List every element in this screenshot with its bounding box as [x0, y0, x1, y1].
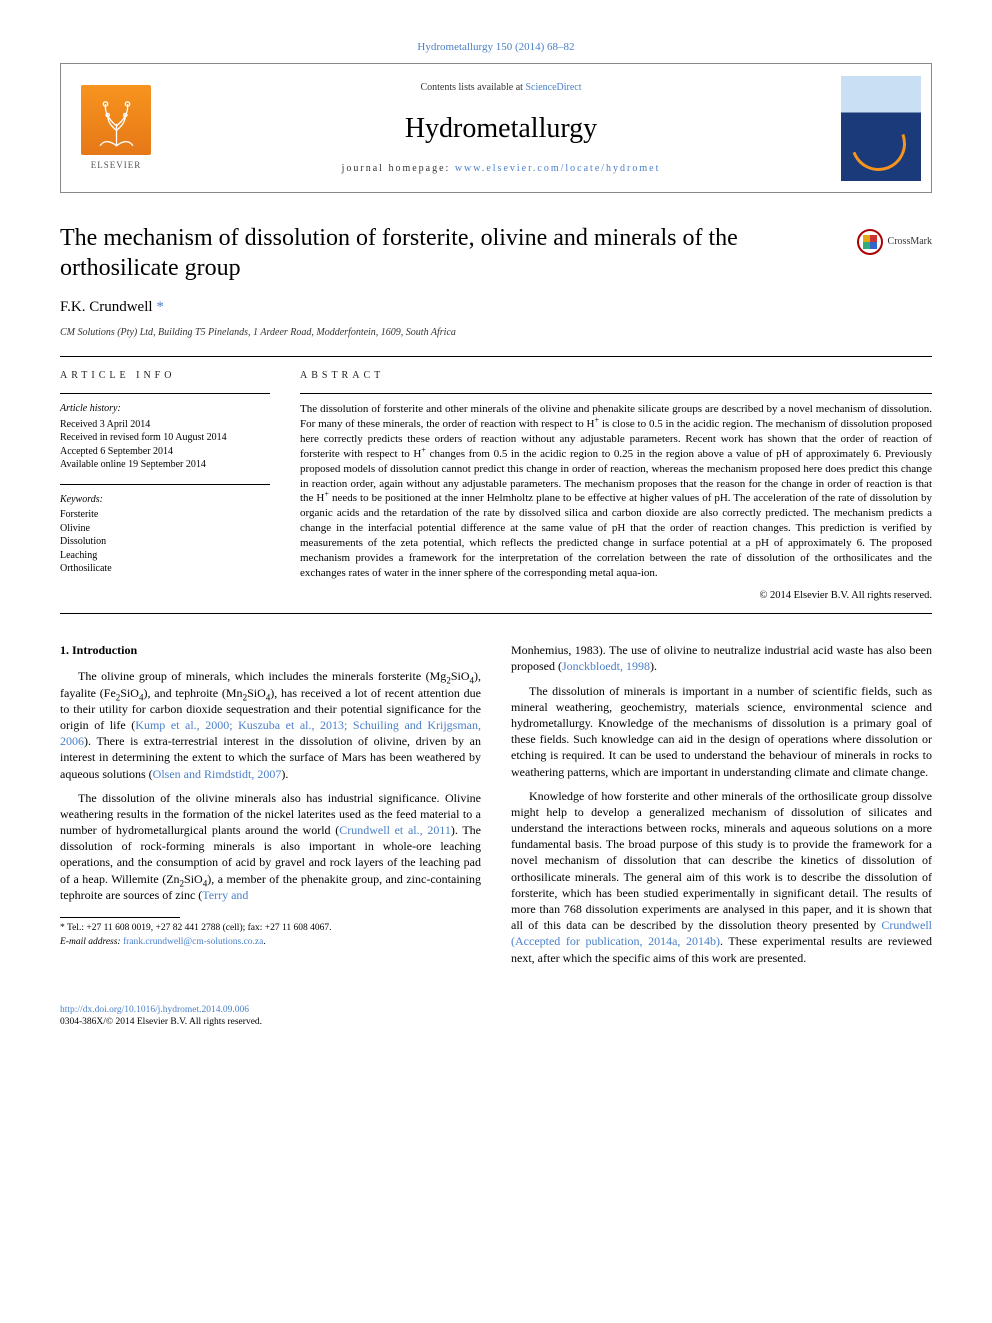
body-paragraph: Monhemius, 1983). The use of olivine to …	[511, 642, 932, 674]
body-paragraph: The dissolution of the olivine minerals …	[60, 790, 481, 903]
journal-homepage-line: journal homepage: www.elsevier.com/locat…	[342, 162, 661, 176]
doi-link[interactable]: http://dx.doi.org/10.1016/j.hydromet.201…	[60, 1004, 932, 1016]
footnote-contact: * Tel.: +27 11 608 0019, +27 82 441 2788…	[60, 922, 481, 934]
header-center: Contents lists available at ScienceDirec…	[171, 64, 831, 192]
crossmark-badge[interactable]: CrossMark	[857, 229, 932, 255]
article-body: 1. Introduction The olivine group of min…	[60, 642, 932, 974]
history-line: Accepted 6 September 2014	[60, 445, 270, 459]
footnote-email[interactable]: frank.crundwell@cm-solutions.co.za	[123, 937, 263, 947]
keywords-heading: Keywords:	[60, 493, 270, 507]
homepage-prefix: journal homepage:	[342, 163, 455, 174]
cover-image	[841, 76, 921, 181]
divider	[60, 393, 270, 394]
page-footer: http://dx.doi.org/10.1016/j.hydromet.201…	[60, 1004, 932, 1029]
homepage-url[interactable]: www.elsevier.com/locate/hydromet	[455, 163, 661, 174]
keywords-block: Keywords: Forsterite Olivine Dissolution…	[60, 493, 270, 576]
keyword: Orthosilicate	[60, 562, 270, 576]
history-line: Available online 19 September 2014	[60, 458, 270, 472]
article-info-heading: ARTICLE INFO	[60, 369, 270, 383]
footnote-rule	[60, 917, 180, 918]
crossmark-icon	[857, 229, 883, 255]
sciencedirect-link[interactable]: ScienceDirect	[525, 82, 581, 93]
crossmark-label: CrossMark	[888, 235, 932, 249]
divider	[60, 613, 932, 614]
article-title: The mechanism of dissolution of forsteri…	[60, 223, 837, 283]
body-paragraph: The olivine group of minerals, which inc…	[60, 668, 481, 781]
contents-lists-line: Contents lists available at ScienceDirec…	[420, 81, 581, 95]
meta-abstract-row: ARTICLE INFO Article history: Received 3…	[60, 369, 932, 603]
issn-line: 0304-386X/© 2014 Elsevier B.V. All right…	[60, 1016, 932, 1028]
authors: F.K. Crundwell *	[60, 297, 932, 318]
history-line: Received 3 April 2014	[60, 418, 270, 432]
keyword: Leaching	[60, 549, 270, 563]
footnote-email-label: E-mail address:	[60, 937, 121, 947]
history-line: Received in revised form 10 August 2014	[60, 431, 270, 445]
author-name: F.K. Crundwell	[60, 299, 153, 315]
affiliation: CM Solutions (Pty) Ltd, Building T5 Pine…	[60, 326, 932, 340]
divider	[60, 356, 932, 357]
keyword: Olivine	[60, 522, 270, 536]
abstract-text: The dissolution of forsterite and other …	[300, 402, 932, 580]
journal-name: Hydrometallurgy	[405, 109, 597, 148]
history-heading: Article history:	[60, 402, 270, 416]
journal-reference: Hydrometallurgy 150 (2014) 68–82	[60, 40, 932, 55]
article-history: Article history: Received 3 April 2014 R…	[60, 402, 270, 472]
journal-header: ELSEVIER Contents lists available at Sci…	[60, 63, 932, 193]
journal-cover-thumb	[831, 64, 931, 192]
divider	[300, 393, 932, 394]
article-info-column: ARTICLE INFO Article history: Received 3…	[60, 369, 270, 603]
cover-swirl-icon	[842, 107, 915, 180]
keyword: Forsterite	[60, 508, 270, 522]
copyright-line: © 2014 Elsevier B.V. All rights reserved…	[300, 589, 932, 604]
body-paragraph: The dissolution of minerals is important…	[511, 683, 932, 780]
keyword: Dissolution	[60, 535, 270, 549]
elsevier-tree-icon	[81, 85, 151, 155]
footnote-email-line: E-mail address: frank.crundwell@cm-solut…	[60, 936, 481, 948]
elsevier-logo: ELSEVIER	[61, 64, 171, 192]
abstract-column: ABSTRACT The dissolution of forsterite a…	[300, 369, 932, 603]
divider	[60, 484, 270, 485]
elsevier-label: ELSEVIER	[91, 159, 142, 172]
section-heading-intro: 1. Introduction	[60, 642, 481, 658]
abstract-heading: ABSTRACT	[300, 369, 932, 383]
body-paragraph: Knowledge of how forsterite and other mi…	[511, 788, 932, 966]
contents-prefix: Contents lists available at	[420, 82, 525, 93]
corresponding-mark: *	[156, 299, 164, 315]
